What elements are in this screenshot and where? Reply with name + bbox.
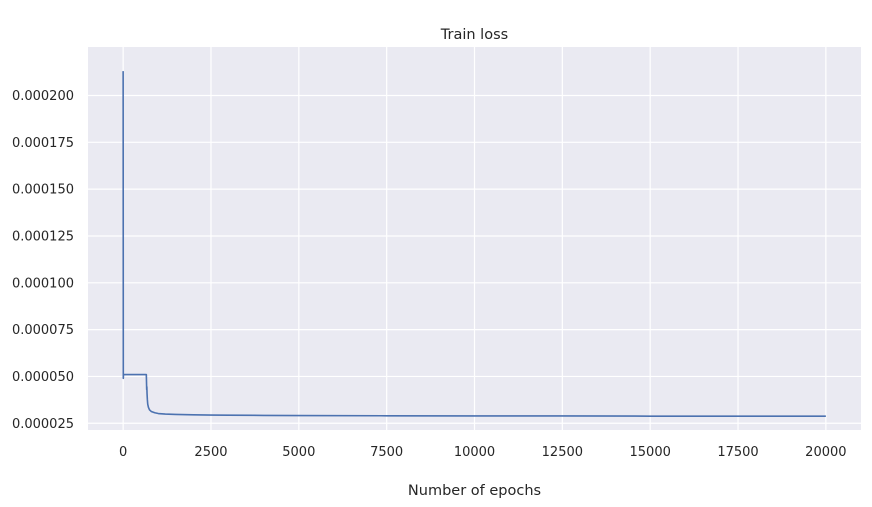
y-tick-labels: 0.000025 0.000050 0.000075 0.000100 0.000125… — [12, 89, 74, 432]
y-tick-label: 0.000150 — [12, 183, 74, 198]
x-tick-label: 2500 — [194, 445, 227, 460]
x-tick-label: 12500 — [542, 445, 583, 460]
x-tick-label: 0 — [119, 445, 127, 460]
x-axis-label: Number of epochs — [408, 483, 541, 499]
series-layer — [122, 71, 826, 417]
x-tick-label: 20000 — [805, 445, 846, 460]
x-tick-label: 15000 — [630, 445, 671, 460]
y-tick-label: 0.000025 — [12, 417, 74, 432]
y-tick-label: 0.000200 — [12, 89, 74, 104]
x-tick-label: 5000 — [282, 445, 315, 460]
x-tick-label: 7500 — [370, 445, 403, 460]
y-tick-label: 0.000075 — [12, 323, 74, 338]
x-tick-labels: 0 2500 5000 7500 10000 12500 15000 17500 20000 — [119, 445, 847, 460]
series-line — [122, 71, 826, 417]
y-gridlines — [88, 94, 861, 424]
x-tick-label: 17500 — [717, 445, 758, 460]
x-tick-label: 10000 — [454, 445, 495, 460]
chart-title: Train loss — [440, 27, 508, 43]
y-tick-label: 0.000100 — [12, 276, 74, 291]
y-tick-label: 0.000050 — [12, 370, 74, 385]
y-tick-label: 0.000175 — [12, 136, 74, 151]
y-tick-label: 0.000125 — [12, 229, 74, 244]
